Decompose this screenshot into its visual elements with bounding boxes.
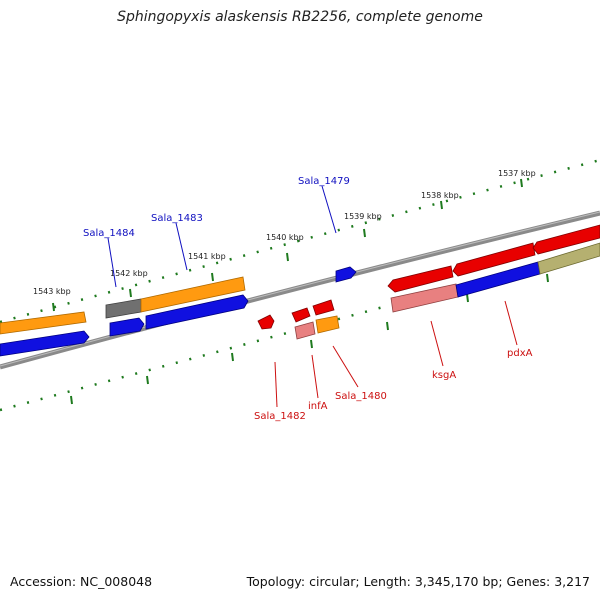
genome-backbone	[0, 210, 600, 370]
tick-label-1540: 1540 kbp	[266, 233, 304, 242]
top-leaders	[107, 185, 337, 288]
tick-label-1539: 1539 kbp	[344, 212, 382, 221]
label-pdxa[interactable]: pdxA	[507, 348, 533, 359]
gene-sala-1479[interactable]	[335, 266, 357, 283]
gene-sala-1482[interactable]	[257, 314, 275, 330]
genome-info-text: Topology: circular; Length: 3,345,170 bp…	[246, 574, 590, 589]
accession-text: Accession: NC_008048	[10, 574, 153, 589]
bottom-leaders	[274, 300, 518, 408]
label-sala-1482[interactable]: Sala_1482	[254, 411, 306, 422]
gene-ksga-red[interactable]	[387, 265, 454, 293]
major-ticks	[52, 178, 549, 405]
label-sala-1480[interactable]: Sala_1480	[335, 391, 387, 402]
gene-sala-1480[interactable]	[315, 315, 340, 334]
gene-infa[interactable]	[294, 321, 316, 340]
label-sala-1484[interactable]: Sala_1484	[83, 228, 135, 239]
cds-blue-1484[interactable]	[109, 317, 145, 337]
gene-orange-left[interactable]	[0, 311, 87, 335]
gene-red-small-b[interactable]	[312, 299, 335, 316]
tick-label-1538: 1538 kbp	[421, 191, 459, 200]
tick-label-1542: 1542 kbp	[110, 269, 148, 278]
gene-sala-1483[interactable]	[140, 276, 246, 313]
gene-olive[interactable]	[537, 242, 600, 275]
map-title: Sphingopyxis alaskensis RB2256, complete…	[117, 9, 483, 25]
tick-label-1541: 1541 kbp	[188, 252, 226, 261]
gene-red-right[interactable]	[532, 224, 600, 255]
cds-blue-left[interactable]	[0, 330, 90, 357]
tick-label-1543: 1543 kbp	[33, 287, 71, 296]
gene-red-small-a[interactable]	[291, 307, 311, 323]
cds-blue-1483[interactable]	[145, 294, 249, 330]
gene-sala-1484[interactable]	[105, 298, 142, 319]
label-ksga[interactable]: ksgA	[432, 370, 456, 381]
label-sala-1483[interactable]: Sala_1483	[151, 213, 203, 224]
label-infa[interactable]: infA	[308, 401, 328, 412]
tick-label-1537: 1537 kbp	[498, 169, 536, 178]
label-sala-1479[interactable]: Sala_1479	[298, 176, 350, 187]
